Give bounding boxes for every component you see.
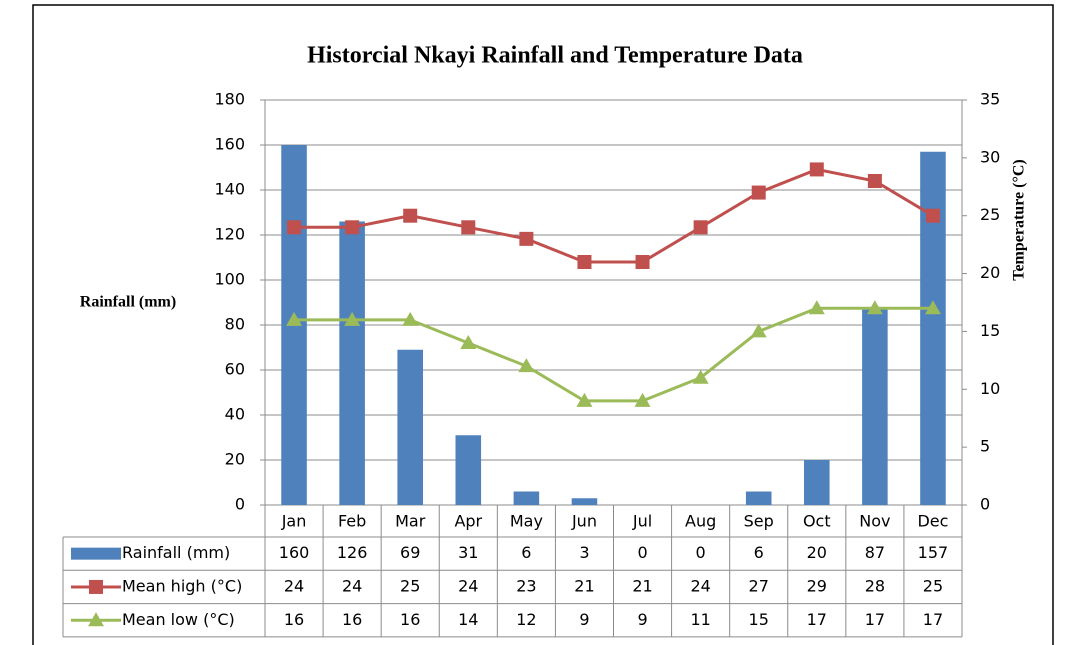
y2-tick-label: 0	[980, 495, 990, 514]
table-cell: 16	[342, 610, 362, 629]
table-cell: 20	[807, 543, 827, 562]
y2-tick-label: 10	[980, 379, 1000, 398]
chart: Historcial Nkayi Rainfall and Temperatur…	[0, 0, 1067, 645]
y-axis-label: Rainfall (mm)	[80, 294, 176, 311]
marker	[287, 220, 301, 234]
y2-tick-label: 20	[980, 263, 1000, 282]
table-cell: 28	[865, 576, 885, 595]
table-cell: 17	[865, 610, 885, 629]
x-tick-label: Dec	[917, 512, 948, 531]
marker	[577, 255, 591, 269]
marker	[752, 186, 766, 200]
marker	[519, 232, 533, 246]
x-tick-label: Sep	[744, 512, 774, 531]
table-cell: 160	[279, 543, 310, 562]
y2-tick-label: 35	[980, 90, 1000, 109]
x-tick-label: Feb	[338, 512, 366, 531]
table-cell: 16	[284, 610, 304, 629]
table-cell: 0	[637, 543, 647, 562]
legend-key	[71, 548, 121, 560]
y2-tick-label: 30	[980, 147, 1000, 166]
x-tick-label: May	[510, 512, 543, 531]
bar	[397, 350, 423, 505]
table-cell: 157	[918, 543, 949, 562]
y2-tick-label: 5	[980, 437, 990, 456]
y-tick-label: 40	[225, 405, 245, 424]
table-cell: 24	[342, 576, 362, 595]
marker	[89, 580, 103, 594]
table-cell: 14	[458, 610, 478, 629]
table-cell: 21	[632, 576, 652, 595]
legend-label: Rainfall (mm)	[122, 543, 230, 562]
bar	[862, 309, 888, 505]
x-tick-label: Jun	[571, 512, 597, 531]
table-cell: 15	[749, 610, 769, 629]
y2-tick-label: 25	[980, 205, 1000, 224]
marker	[403, 209, 417, 223]
chart-title: Historcial Nkayi Rainfall and Temperatur…	[307, 43, 803, 69]
x-tick-label: Nov	[859, 512, 890, 531]
line	[294, 308, 933, 401]
x-tick-label: Jul	[632, 512, 652, 531]
y-tick-label: 0	[235, 495, 245, 514]
y-tick-label: 100	[214, 270, 245, 289]
table-cell: 69	[400, 543, 420, 562]
table-cell: 9	[579, 610, 589, 629]
bar	[804, 460, 830, 505]
y-tick-label: 20	[225, 450, 245, 469]
marker	[926, 209, 940, 223]
table-cell: 9	[637, 610, 647, 629]
marker	[694, 220, 708, 234]
marker	[810, 162, 824, 176]
marker	[868, 174, 882, 188]
table-cell: 25	[400, 576, 420, 595]
y-tick-label: 120	[214, 225, 245, 244]
table-cell: 6	[521, 543, 531, 562]
x-tick-label: Aug	[685, 512, 716, 531]
table-cell: 27	[749, 576, 769, 595]
x-tick-label: Mar	[395, 512, 426, 531]
table-cell: 31	[458, 543, 478, 562]
bar	[339, 222, 365, 506]
table-cell: 0	[696, 543, 706, 562]
legend-label: Mean high (°C)	[122, 576, 242, 595]
table-cell: 24	[284, 576, 304, 595]
y-tick-label: 160	[214, 135, 245, 154]
table-cell: 12	[516, 610, 536, 629]
line	[294, 169, 933, 262]
x-tick-label: Oct	[803, 512, 831, 531]
table-cell: 24	[458, 576, 478, 595]
bar	[746, 492, 772, 506]
legend-label: Mean low (°C)	[122, 610, 235, 629]
table-cell: 29	[807, 576, 827, 595]
table-cell: 16	[400, 610, 420, 629]
marker	[345, 220, 359, 234]
table-cell: 17	[807, 610, 827, 629]
bar	[456, 435, 482, 505]
table-cell: 25	[923, 576, 943, 595]
table-cell: 11	[690, 610, 710, 629]
table-cell: 6	[754, 543, 764, 562]
y-tick-label: 180	[214, 90, 245, 109]
table-cell: 126	[337, 543, 368, 562]
x-tick-label: Jan	[281, 512, 307, 531]
table-cell: 21	[574, 576, 594, 595]
bar	[572, 498, 598, 505]
y2-axis-label: Temperature (°C)	[1011, 159, 1028, 280]
marker	[636, 255, 650, 269]
table-cell: 24	[690, 576, 710, 595]
table-cell: 17	[923, 610, 943, 629]
table-cell: 87	[865, 543, 885, 562]
marker	[461, 220, 475, 234]
x-tick-label: Apr	[454, 512, 482, 531]
y-tick-label: 80	[225, 315, 245, 334]
bar	[920, 152, 946, 505]
table-cell: 23	[516, 576, 536, 595]
y-tick-label: 140	[214, 180, 245, 199]
bar	[514, 492, 540, 506]
table-cell: 3	[579, 543, 589, 562]
y2-tick-label: 15	[980, 321, 1000, 340]
y-tick-label: 60	[225, 360, 245, 379]
